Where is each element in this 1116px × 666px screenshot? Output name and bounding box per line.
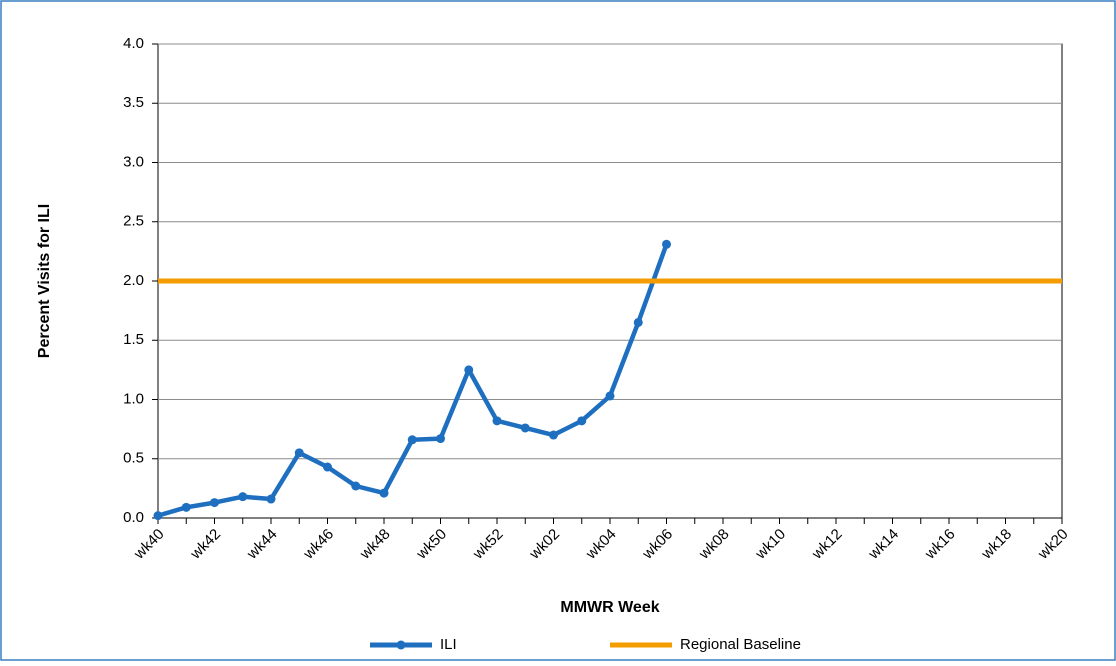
legend-label: Regional Baseline (680, 636, 801, 653)
data-point (492, 416, 502, 426)
data-point (407, 435, 417, 445)
data-point (379, 488, 389, 498)
data-point (464, 365, 474, 375)
data-point (633, 317, 643, 327)
data-point (238, 492, 248, 502)
y-tick-label: 4.0 (123, 35, 144, 52)
data-point (266, 494, 276, 504)
x-axis-title: MMWR Week (560, 599, 659, 616)
y-tick-label: 1.0 (123, 390, 144, 407)
data-point (520, 423, 530, 433)
y-tick-label: 0.5 (123, 450, 144, 467)
y-tick-label: 2.5 (123, 213, 144, 230)
legend-label: ILI (440, 636, 457, 653)
data-point (181, 502, 191, 512)
y-tick-label: 3.5 (123, 94, 144, 111)
y-axis-title: Percent Visits for ILI (36, 204, 53, 358)
data-point (153, 511, 163, 521)
data-point (351, 481, 361, 491)
data-point (436, 434, 445, 444)
data-point (662, 239, 671, 249)
data-point (605, 391, 615, 401)
y-tick-label: 3.0 (123, 153, 144, 170)
y-tick-label: 1.5 (123, 331, 144, 348)
legend-marker (396, 640, 406, 650)
data-point (323, 462, 332, 472)
y-tick-label: 2.0 (123, 272, 144, 289)
y-tick-label: 0.0 (123, 509, 144, 526)
data-point (549, 430, 558, 440)
data-point (210, 498, 219, 508)
data-point (577, 416, 587, 426)
data-point (294, 448, 304, 458)
